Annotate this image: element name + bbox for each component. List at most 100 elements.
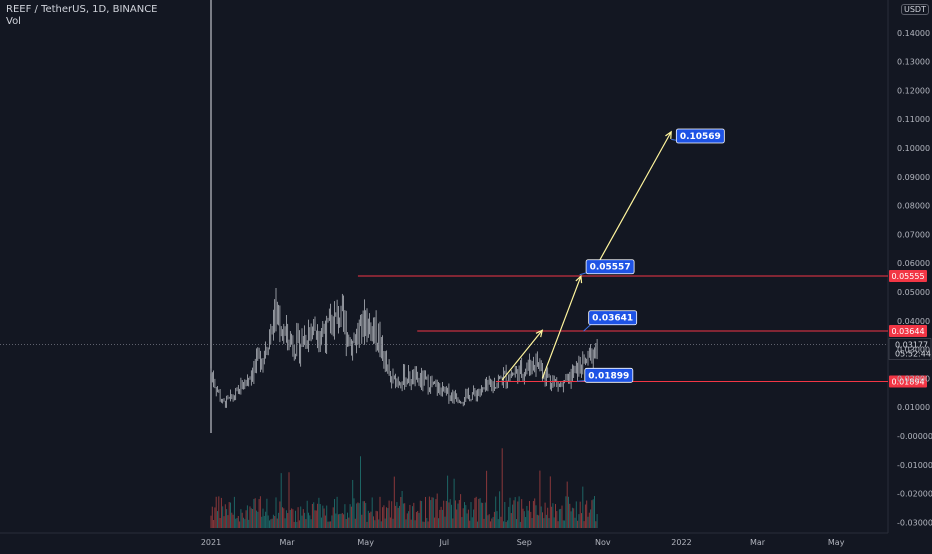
volume-bar (335, 513, 337, 528)
volume-bar (321, 517, 322, 528)
volume-bar (317, 503, 319, 528)
volume-bar (571, 507, 573, 528)
price-tick-label: 0.11000 (897, 115, 930, 124)
volume-bar (295, 510, 296, 528)
volume-bar (226, 509, 228, 528)
volume-bar (451, 504, 452, 528)
level-price-tag (889, 270, 927, 283)
price-tick-label: -0.03000 (897, 518, 932, 527)
volume-bar (549, 476, 551, 528)
projection-arrow[interactable] (501, 329, 543, 381)
volume-bar (573, 508, 575, 528)
volume-bar (334, 499, 335, 528)
price-tick-label: 0.09000 (897, 173, 930, 182)
volume-bar (513, 500, 515, 528)
volume-bar (366, 521, 368, 528)
volume-bar (371, 497, 373, 528)
callout-box[interactable] (585, 259, 635, 275)
volume-bar (422, 521, 424, 528)
volume-bar (569, 503, 571, 528)
volume-bar (393, 476, 395, 528)
volume-bar (544, 502, 546, 528)
projection-arrow[interactable] (597, 131, 672, 265)
volume-bar (555, 504, 556, 528)
volume-bar (460, 494, 462, 528)
volume-bar (257, 511, 259, 528)
volume-bar (402, 503, 404, 528)
volume-bar (326, 505, 328, 528)
volume-bar (318, 497, 320, 528)
time-tick-label: Mar (750, 538, 766, 547)
volume-bar (439, 509, 441, 528)
volume-bar (269, 520, 270, 528)
volume-bar (230, 502, 231, 528)
time-tick-label: May (828, 538, 845, 547)
volume-bar (523, 511, 525, 528)
price-tick-label: 0.04000 (897, 317, 930, 326)
volume-bar (504, 502, 506, 528)
time-tick-label: Nov (595, 538, 611, 547)
volume-bar (565, 496, 567, 528)
volume-bar (258, 499, 260, 528)
volume-bar (275, 497, 277, 528)
volume-bar (245, 510, 247, 528)
projection-arrowhead (665, 130, 672, 139)
volume-bar (457, 503, 459, 528)
price-tick-label: 0.06000 (897, 259, 930, 268)
volume-bar (271, 518, 273, 528)
volume-bar (516, 519, 517, 528)
volume-bar (327, 521, 329, 528)
callout-text: 0.01899 (588, 371, 629, 381)
volume-bar (531, 518, 533, 528)
currency-badge[interactable]: USDT (901, 4, 929, 15)
volume-bar (496, 511, 498, 528)
volume-bar (287, 513, 289, 528)
volume-bar (343, 514, 345, 528)
volume-bar (261, 516, 263, 528)
volume-bar (473, 509, 475, 528)
volume-bar (263, 515, 265, 528)
volume-bar (365, 502, 367, 528)
callout-box[interactable] (588, 310, 638, 326)
volume-bar (441, 509, 443, 528)
volume-bar (356, 503, 358, 528)
volume-bar (252, 509, 254, 528)
volume-bar (328, 521, 330, 528)
time-axis[interactable]: 2021 Mar May Jul Sep Nov 2022 Mar May (201, 538, 845, 547)
volume-bar (256, 510, 257, 528)
price-tick-label: 0.03000 (897, 346, 930, 355)
volume-bar (228, 502, 230, 528)
volume-bar (300, 506, 302, 528)
volume-bar (436, 493, 438, 528)
volume-bar (397, 507, 399, 528)
price-tick-label: 0.13000 (897, 58, 930, 67)
volume-bar (475, 496, 477, 528)
volume-bar (595, 521, 597, 528)
volume-bar (561, 505, 563, 528)
volume-bar (435, 499, 437, 528)
volume-bar (532, 501, 534, 528)
volume-bar (480, 502, 482, 528)
volume-bar (291, 508, 293, 528)
volume-label[interactable]: Vol (6, 16, 21, 27)
callout-box[interactable] (584, 367, 634, 383)
price-tick-label: -0.01000 (897, 461, 932, 470)
projection-arrow[interactable] (541, 275, 582, 379)
callout-box[interactable] (675, 128, 725, 144)
volume-bar (519, 521, 521, 528)
volume-bar (348, 517, 350, 528)
volume-bar (309, 515, 311, 528)
price-axis[interactable]: 0.14000 0.13000 0.12000 0.11000 0.10000 0.090… (897, 29, 932, 528)
volume-bar (314, 510, 316, 528)
volume-bar (288, 472, 290, 528)
volume-bar (353, 498, 355, 528)
volume-bar (313, 502, 315, 528)
volume-bar (526, 505, 528, 528)
volume-bar (391, 501, 393, 528)
volume-bar (490, 521, 491, 528)
volume-bar (283, 508, 285, 528)
symbol-title[interactable]: REEF / TetherUS, 1D, BINANCE (6, 4, 158, 15)
volume-bar (362, 501, 364, 528)
